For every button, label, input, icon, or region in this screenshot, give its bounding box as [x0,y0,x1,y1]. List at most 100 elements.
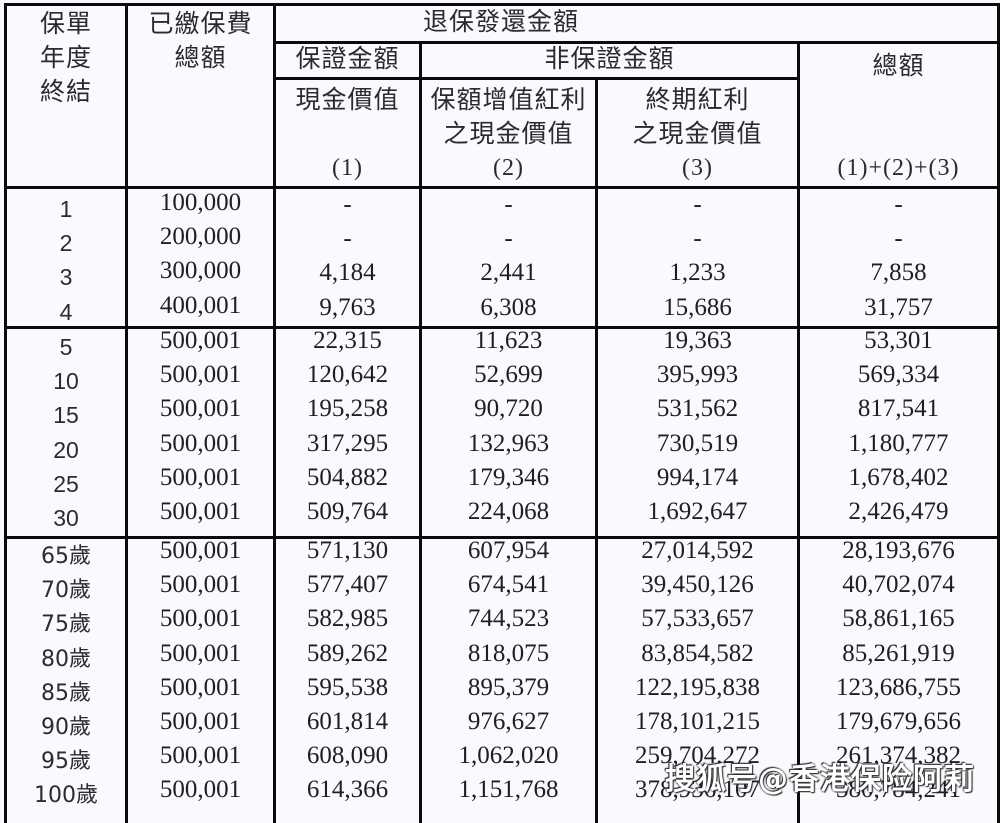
value-cell: 976,627 [467,707,550,735]
value-cell: 744,523 [467,605,550,633]
header-terminal-bonus: 終期紅利 之現金價值 (3) [598,83,797,185]
value-cell: - [343,191,352,218]
column-ref: (2) [493,155,524,181]
header-text: 退保發還金額 [422,7,579,36]
value-cell: 6,308 [480,293,537,321]
value-cell: - [894,225,903,253]
column-ref: (1)+(2)+(3) [837,155,960,181]
group2-cash-value: 22,315 120,642 195,258 317,295 504,882 5… [276,324,419,529]
value-cell: 4,184 [319,259,376,287]
value-cell: 1,180,777 [848,429,949,457]
header-text: 年度 [39,43,92,72]
year-cell: 3 [59,264,73,291]
header-reversionary-bonus: 保額增值紅利 之現金價值 (2) [422,83,595,185]
value-cell: 895,379 [467,673,550,701]
value-cell: 52,699 [474,361,543,389]
value-cell: 589,262 [306,639,389,667]
premium-cell: 200,000 [159,223,242,251]
value-cell: 28,193,676 [842,537,955,564]
value-cell: 531,562 [656,395,739,423]
premium-cell: 500,001 [159,361,242,389]
group2-total: 53,301 569,334 817,541 1,180,777 1,678,4… [800,324,997,529]
col-divider-5 [797,41,800,823]
premium-cell: 500,001 [159,776,242,804]
value-cell: 7,858 [870,259,927,287]
value-cell: 994,174 [656,463,739,491]
header-text: 之現金價值 [632,119,763,148]
header-policy-year-end: 保單 年度 終結 [7,7,125,109]
value-cell: 57,533,657 [641,605,754,633]
value-cell: 83,854,582 [641,639,754,667]
value-cell: 817,541 [857,395,940,423]
value-cell: 571,130 [306,537,389,564]
value-cell: 730,519 [656,429,739,457]
premium-cell: 500,001 [159,497,242,525]
group3-reversionary-bonus: 607,954 674,541 744,523 818,075 895,379 … [422,534,595,808]
value-cell: - [343,225,352,253]
header-text: 終結 [39,77,92,106]
value-cell: 53,301 [864,327,933,354]
table-border-right [997,3,1000,823]
value-cell: 123,686,755 [836,673,961,701]
value-cell: 132,963 [467,429,550,457]
table-border-top [4,3,1000,6]
col-divider-4 [595,77,598,823]
group3-premium: 500,001 500,001 500,001 500,001 500,001 … [128,534,273,808]
value-cell: 1,062,020 [458,742,559,770]
header-total-premium-paid: 已繳保費 總額 [128,7,273,75]
premium-cell: 500,001 [159,327,242,354]
header-text: 現金價值 [295,85,400,114]
age-cell: 80歲 [41,646,91,672]
premium-cell: 500,001 [159,605,242,633]
value-cell: 122,195,838 [635,673,760,701]
age-cell: 75歲 [41,612,91,638]
year-cell: 10 [53,368,79,395]
col-divider-1 [125,3,128,823]
value-cell: 39,450,126 [641,571,754,599]
value-cell: 595,538 [306,673,389,701]
value-cell: 569,334 [857,361,940,389]
header-text: 非保證金額 [544,44,675,73]
group2-terminal-bonus: 19,363 395,993 531,562 730,519 994,174 1… [598,324,797,529]
value-cell: 2,441 [480,259,537,287]
value-cell: 11,623 [474,327,543,354]
header-total-formula: (1)+(2)+(3) [800,151,997,185]
value-cell: 577,407 [306,571,389,599]
value-cell: 40,702,074 [842,571,955,599]
header-text: 總額 [872,51,925,80]
value-cell: - [693,191,702,218]
value-cell: 509,764 [306,497,389,525]
benefit-illustration-table: 保單 年度 終結 已繳保費 總額 退保發還金額 保證金額 非保證金額 總額 現金… [4,3,1000,823]
year-cell: 2 [59,230,73,257]
header-text: 終期紅利 [645,85,750,114]
premium-cell: 400,001 [159,291,242,319]
premium-cell: 500,001 [159,742,242,770]
value-cell: 378,936,107 [635,776,760,804]
table-border-left [4,3,7,823]
value-cell: 195,258 [306,395,389,423]
year-cell: 30 [53,504,79,531]
value-cell: 15,686 [663,293,732,321]
premium-cell: 300,000 [159,257,242,285]
header-divider-2 [273,77,797,80]
value-cell: 608,090 [306,742,389,770]
age-cell: 100歲 [34,783,98,809]
header-text: 之現金價值 [443,119,574,148]
header-cash-value: 現金價值 (1) [276,83,419,185]
year-cell: 4 [59,298,73,325]
value-cell: 601,814 [306,707,389,735]
value-cell: 120,642 [306,361,389,389]
value-cell: 22,315 [313,327,382,354]
value-cell: 31,757 [864,293,933,321]
year-cell: 20 [53,436,79,463]
premium-cell: 500,001 [159,571,242,599]
group1-cash-value: - - 4,184 9,763 [276,188,419,325]
value-cell: 224,068 [467,497,550,525]
value-cell: 582,985 [306,605,389,633]
value-cell: 179,346 [467,463,550,491]
value-cell: 1,692,647 [647,497,748,525]
value-cell: 2,426,479 [848,497,949,525]
header-text: 保單 [39,9,92,38]
premium-cell: 500,001 [159,395,242,423]
value-cell: 818,075 [467,639,550,667]
